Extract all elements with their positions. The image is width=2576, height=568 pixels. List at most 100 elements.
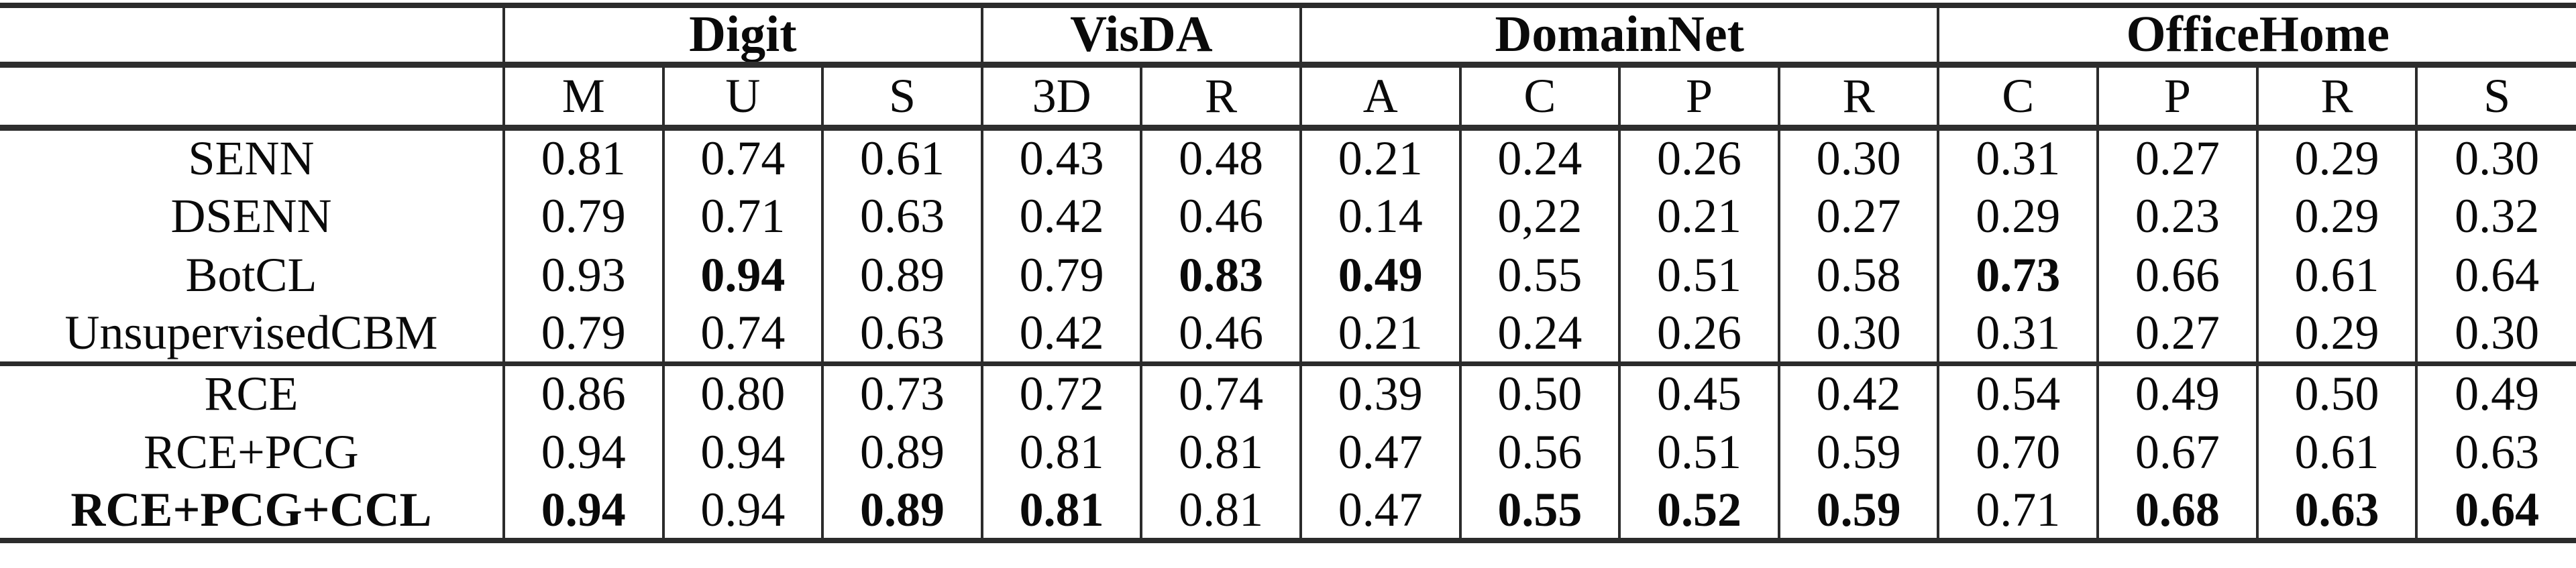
table-row: DSENN 0.79 0.71 0.63 0.42 0.46 0.14 0,22 0.21 0.2… [0,186,2576,246]
method-name-cell: SENN [188,131,315,185]
score-cell: 0.59 [1777,422,1939,482]
score-cell: 0.42 [980,304,1142,364]
score-cell: 0.66 [2096,245,2257,305]
dataset-group-header: Digit [502,2,982,68]
method-name-cell: RCE+PCG+CCL [0,481,504,544]
domain-column-header: S [2415,64,2576,131]
score-cell: 0.81 [1140,481,1301,544]
score-cell: 0.29 [1937,186,2098,246]
score-cell: 0.31 [1937,304,2098,364]
score-cell: 0,22 [1458,186,1620,246]
score-cell: 0.67 [2096,422,2257,482]
domain-column-header: P [2096,64,2257,131]
score-cell: 0.26 [1618,304,1779,364]
score-cell: 0.73 [821,361,982,423]
score-cell: 0.46 [1140,304,1301,364]
domain-column-header: A [1299,64,1460,131]
score-cell: 0.27 [1777,186,1939,246]
score-cell: 0.94 [661,422,823,482]
domain-column-header: C [1937,64,2098,131]
score-cell: 0.31 [1937,127,2098,187]
domain-column-header: R [1140,64,1301,131]
table-row: UnsupervisedCBM 0.79 0.74 0.63 0.42 0.46 0.21 0… [0,304,2576,364]
score-cell: 0.29 [2255,127,2417,187]
benchmark-results-table: Digit VisDA DomainNet OfficeHome M U S 3D R A C P R C… [0,2,2576,544]
score-cell: 0.21 [1618,186,1779,246]
table-row: BotCL 0.93 0.94 0.89 0.79 0.83 0.49 0.55 0.51 0.5… [0,245,2576,305]
score-cell: 0.45 [1618,361,1779,423]
score-cell: 0.81 [980,481,1142,544]
corner-cell [0,2,504,68]
score-cell: 0.94 [661,245,823,305]
score-cell: 0.79 [502,186,663,246]
domain-column-header: M [502,64,663,131]
dataset-group-header: VisDA [980,2,1301,68]
score-cell: 0.94 [502,422,663,482]
score-cell: 0.94 [661,481,823,544]
score-cell: 0.71 [1937,481,2098,544]
score-cell: 0.42 [1777,361,1939,423]
score-cell: 0.59 [1777,481,1939,544]
dataset-group-row: Digit VisDA DomainNet OfficeHome [0,2,2576,68]
score-cell: 0.71 [661,186,823,246]
results-table-container: Digit VisDA DomainNet OfficeHome M U S 3D R A C P R C… [0,2,2576,544]
method-name-cell: DSENN [170,188,332,243]
score-cell: 0.54 [1937,361,2098,423]
method-name-cell: RCE+PCG [144,424,359,479]
table-body: SENN 0.81 0.74 0.61 0.43 0.48 0.21 0.24 0.26 0.30… [0,127,2576,544]
score-cell: 0.70 [1937,422,2098,482]
score-cell: 0.27 [2096,127,2257,187]
score-cell: 0.64 [2415,481,2576,544]
score-cell: 0.63 [821,304,982,364]
score-cell: 0.46 [1140,186,1301,246]
score-cell: 0.23 [2096,186,2257,246]
score-cell: 0.73 [1937,245,2098,305]
score-cell: 0.74 [661,304,823,364]
domain-column-header: P [1618,64,1779,131]
score-cell: 0.29 [2255,304,2417,364]
score-cell: 0.30 [2415,127,2576,187]
table-row: RCE 0.86 0.80 0.73 0.72 0.74 0.39 0.50 0.45 0.42 0… [0,361,2576,423]
score-cell: 0.47 [1299,422,1460,482]
domain-letter-row: M U S 3D R A C P R C P R S [0,64,2576,131]
score-cell: 0.94 [502,481,663,544]
dataset-group-header: OfficeHome [1937,2,2576,68]
score-cell: 0.24 [1458,127,1620,187]
score-cell: 0.81 [1140,422,1301,482]
score-cell: 0.79 [502,304,663,364]
score-cell: 0.63 [2415,422,2576,482]
score-cell: 0.48 [1140,127,1301,187]
method-name-cell: UnsupervisedCBM [64,305,438,359]
score-cell: 0.27 [2096,304,2257,364]
score-cell: 0.89 [821,422,982,482]
score-cell: 0.61 [821,127,982,187]
score-cell: 0.30 [1777,127,1939,187]
score-cell: 0.63 [2255,481,2417,544]
score-cell: 0.51 [1618,245,1779,305]
score-cell: 0.86 [502,361,663,423]
score-cell: 0.30 [2415,304,2576,364]
score-cell: 0.80 [661,361,823,423]
score-cell: 0.58 [1777,245,1939,305]
domain-column-header: R [1777,64,1939,131]
score-cell: 0.81 [502,127,663,187]
score-cell: 0.14 [1299,186,1460,246]
score-cell: 0.26 [1618,127,1779,187]
method-name-cell: RCE [0,361,504,423]
score-cell: 0.64 [2415,245,2576,305]
score-cell: 0.74 [661,127,823,187]
score-cell: 0.89 [821,481,982,544]
score-cell: 0.29 [2255,186,2417,246]
method-name-cell: BotCL [185,247,317,302]
score-cell: 0.89 [821,245,982,305]
domain-column-header: 3D [980,64,1142,131]
score-cell: 0.49 [1299,245,1460,305]
score-cell: 0.81 [980,422,1142,482]
dataset-group-header: DomainNet [1299,2,1939,68]
score-cell: 0.61 [2255,245,2417,305]
score-cell: 0.52 [1618,481,1779,544]
score-cell: 0.49 [2415,361,2576,423]
score-cell: 0.50 [1458,361,1620,423]
table-row: RCE+PCG 0.94 0.94 0.89 0.81 0.81 0.47 0.56 0.51 0… [0,422,2576,482]
domain-column-header: S [821,64,982,131]
